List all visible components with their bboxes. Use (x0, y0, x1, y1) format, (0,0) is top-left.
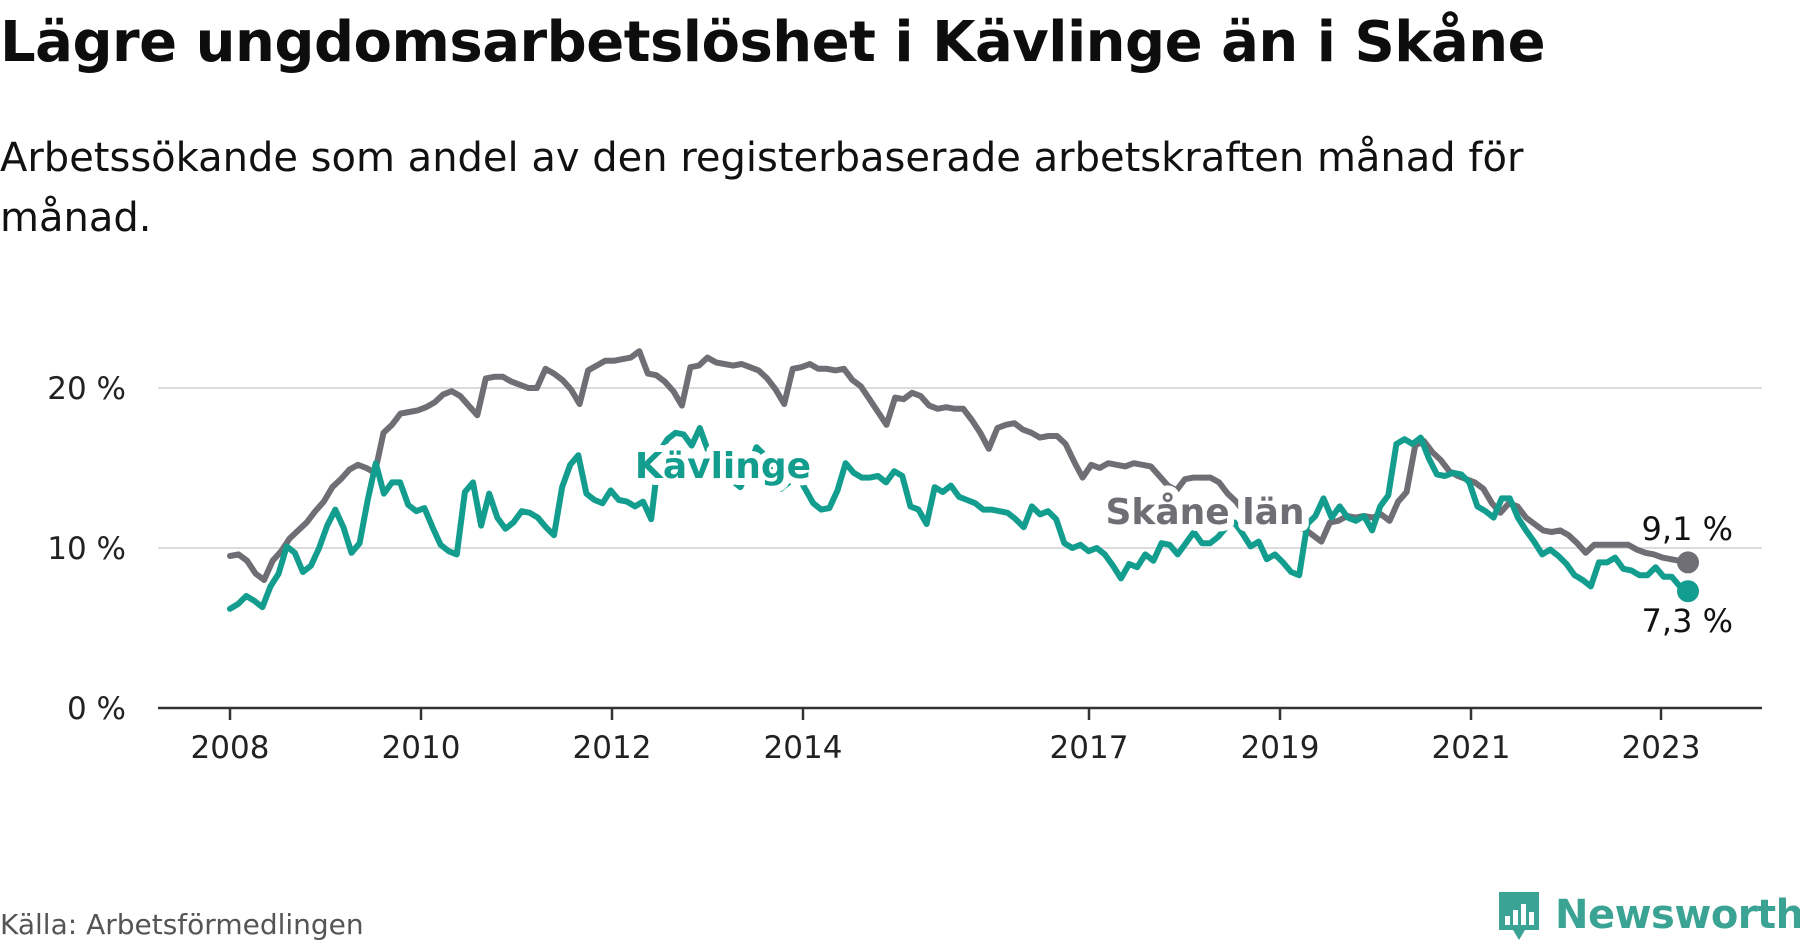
x-tick-label: 2023 (1622, 730, 1701, 766)
chart-title: Lägre ungdomsarbetslöshet i Kävlinge än … (0, 10, 1546, 75)
endpoint-kavlinge (1677, 580, 1699, 603)
series-labels: 9,1 % 7,3 % Kävlinge Skåne län (628, 439, 1733, 640)
x-tick-label: 2019 (1241, 730, 1320, 766)
endpoint-skane (1677, 551, 1699, 574)
gridlines (158, 387, 1762, 710)
y-tick-label: 20 % (47, 371, 126, 407)
newsworthy-logo-text: Newsworthy (1555, 892, 1800, 938)
chart-subtitle: Arbetssökande som andel av den registerb… (0, 135, 1524, 241)
y-tick-label: 10 % (47, 531, 126, 567)
x-tick-label: 2012 (573, 730, 652, 766)
series-lines (227, 348, 1699, 612)
series-line-kavlinge (227, 425, 1691, 612)
source-note: Källa: Arbetsförmedlingen (0, 908, 364, 941)
series-label-skane: Skåne län (1105, 492, 1304, 533)
y-axis-ticks: 0 % 10 % 20 % (47, 371, 126, 727)
line-chart: 0 % 10 % 20 % 2008 2010 2012 2014 2017 2019 2021… (47, 348, 1762, 766)
x-tick-label: 2008 (191, 730, 270, 766)
newsworthy-logo[interactable]: Newsworthy (1495, 886, 1800, 944)
x-axis-ticks: 2008 2010 2012 2014 2017 2019 2021 2023 (191, 708, 1701, 766)
x-tick-label: 2021 (1432, 730, 1511, 766)
series-line-skane (227, 348, 1691, 583)
y-tick-label: 0 % (67, 691, 126, 727)
x-tick-label: 2017 (1050, 730, 1129, 766)
end-label-skane: 9,1 % (1642, 510, 1733, 548)
x-tick-label: 2010 (382, 730, 461, 766)
newsworthy-logo-icon (1499, 892, 1539, 940)
x-tick-label: 2014 (764, 730, 843, 766)
end-label-kavlinge: 7,3 % (1642, 602, 1733, 640)
series-label-kavlinge: Kävlinge (635, 446, 811, 487)
